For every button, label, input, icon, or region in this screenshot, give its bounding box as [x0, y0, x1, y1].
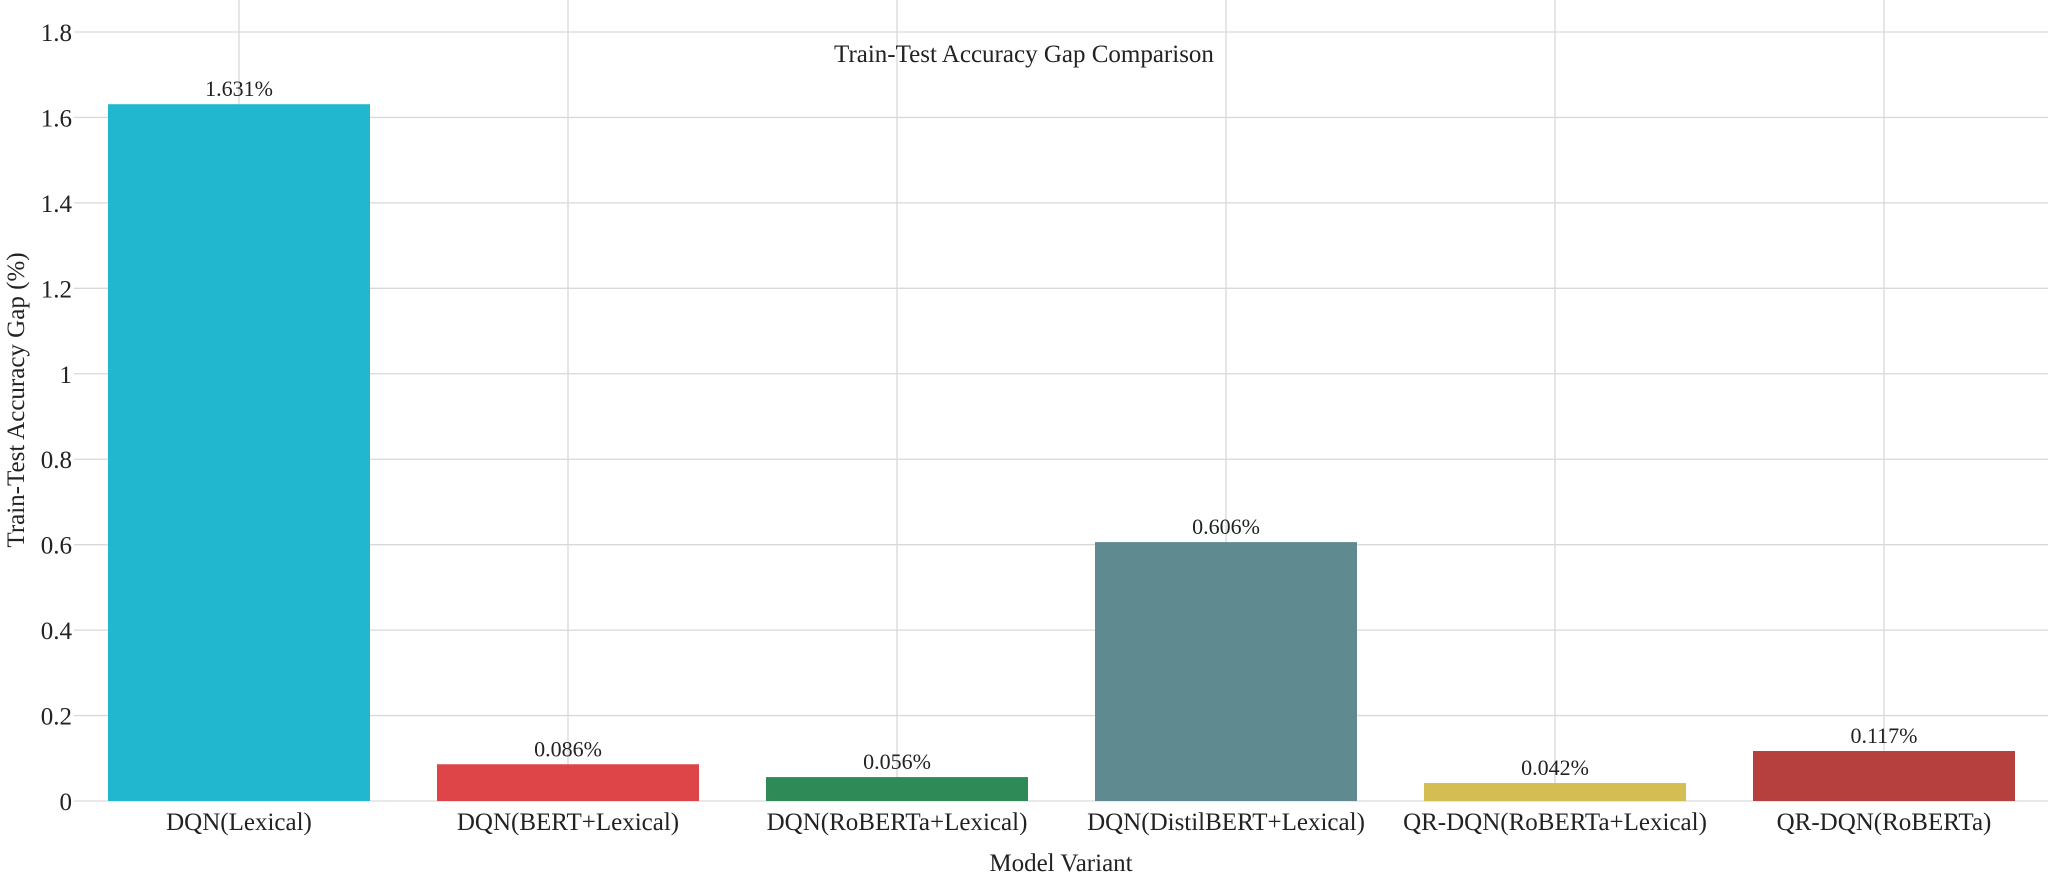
- x-tick-label: DQN(RoBERTa+Lexical): [767, 809, 1028, 836]
- y-tick-label: 0.6: [41, 533, 72, 560]
- x-tick-label: QR-DQN(RoBERTa): [1777, 809, 1992, 836]
- y-tick-label: 1.2: [41, 276, 72, 303]
- x-tick-label: DQN(Lexical): [166, 809, 312, 836]
- data-label: 0.117%: [1850, 723, 1917, 748]
- y-tick-label: 0.2: [41, 704, 72, 731]
- data-label: 1.631%: [205, 76, 273, 101]
- bar: [766, 777, 1028, 801]
- chart-title: Train-Test Accuracy Gap Comparison: [834, 41, 1214, 68]
- data-label: 0.056%: [863, 749, 931, 774]
- bar: [108, 104, 370, 801]
- y-tick-label: 0: [60, 789, 73, 816]
- bar: [437, 764, 699, 801]
- bars: [108, 104, 2015, 801]
- x-tick-label: QR-DQN(RoBERTa+Lexical): [1403, 809, 1707, 836]
- bar: [1753, 751, 2015, 801]
- y-tick-label: 0.8: [41, 447, 72, 474]
- data-label: 0.086%: [534, 736, 602, 761]
- y-tick-label: 1: [60, 362, 73, 389]
- grid: [74, 0, 2048, 802]
- x-axis-ticks: DQN(Lexical) DQN(BERT+Lexical) DQN(RoBERTa…: [166, 809, 1991, 836]
- bar: [1095, 542, 1357, 801]
- y-tick-label: 1.4: [41, 191, 73, 218]
- x-axis-title: Model Variant: [989, 850, 1132, 877]
- x-tick-label: DQN(BERT+Lexical): [457, 809, 679, 836]
- y-axis-title: Train-Test Accuracy Gap (%): [3, 252, 30, 547]
- y-tick-label: 1.6: [41, 105, 72, 132]
- y-tick-label: 0.4: [41, 618, 73, 645]
- y-axis-ticks: 0 0.2 0.4 0.6 0.8 1 1.2 1.4 1.6 1.8: [41, 20, 73, 816]
- bar: [1424, 783, 1686, 801]
- data-label: 0.042%: [1521, 755, 1589, 780]
- data-label: 0.606%: [1192, 514, 1260, 539]
- data-labels: 1.631% 0.086% 0.056% 0.606% 0.042% 0.117%: [205, 76, 1917, 780]
- y-tick-label: 1.8: [41, 20, 72, 47]
- x-tick-label: DQN(DistilBERT+Lexical): [1087, 809, 1365, 836]
